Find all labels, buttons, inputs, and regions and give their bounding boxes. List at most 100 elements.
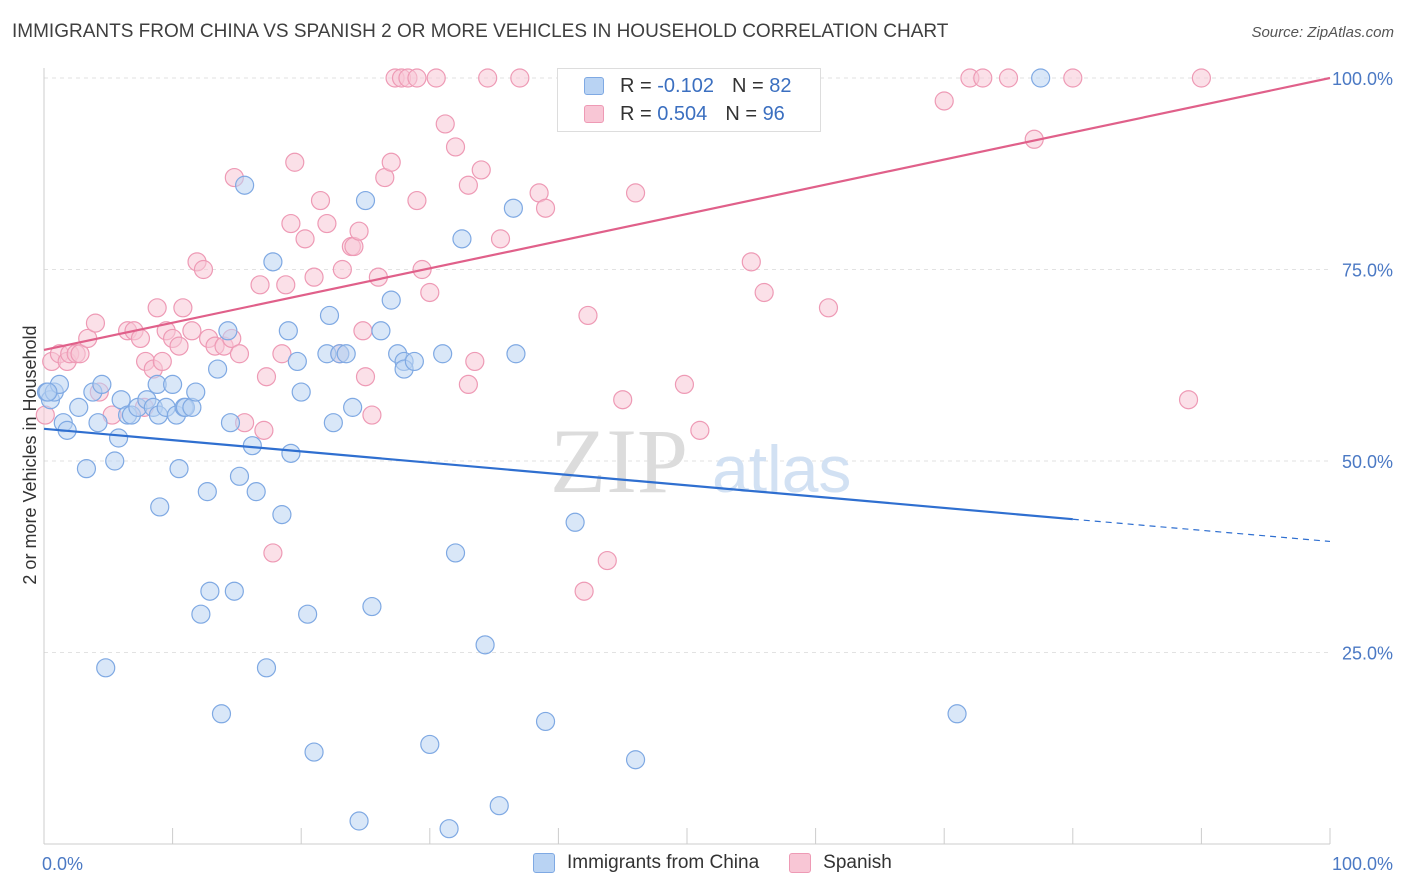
spanish-point (407, 68, 427, 88)
china-point (92, 374, 112, 394)
china-point (197, 482, 217, 502)
y-tick-label: 75.0% (1342, 261, 1393, 281)
china-point (287, 351, 307, 372)
spanish-point (478, 68, 498, 88)
y-tick-label: 25.0% (1342, 644, 1393, 664)
china-point (281, 443, 301, 463)
china-points (36, 68, 1051, 839)
spanish-point (426, 68, 446, 88)
chart-source: Source: ZipAtlas.com (1251, 24, 1394, 41)
china-point (381, 290, 401, 310)
china-point (263, 252, 283, 272)
legend-r-label: R = (620, 102, 652, 125)
chart-title: IMMIGRANTS FROM CHINA VS SPANISH 2 OR MO… (12, 21, 949, 42)
spanish-point (349, 221, 369, 241)
watermark-zip: ZIP (550, 410, 688, 512)
legend-n-label: N = (731, 74, 764, 97)
china-point (224, 581, 244, 601)
china-point (336, 344, 356, 364)
china-point (371, 321, 391, 341)
spanish-point (1063, 68, 1083, 88)
china-point (163, 374, 183, 394)
spanish-point (276, 275, 296, 295)
spanish-point (263, 543, 283, 563)
spanish-point (465, 351, 485, 372)
spanish-point (317, 213, 337, 234)
stats-legend: R = -0.102 N = 82 R = 0.504 N = 96 (557, 68, 821, 132)
x-tick-label: 100.0% (1332, 854, 1393, 874)
china-point (439, 819, 459, 839)
spanish-point (353, 321, 373, 341)
china-point (452, 229, 472, 249)
legend-n-value: 96 (762, 102, 785, 125)
spanish-point (85, 313, 106, 333)
spanish-point (147, 298, 167, 318)
china-point (349, 811, 369, 831)
china-point (88, 413, 108, 433)
china-point (445, 543, 466, 563)
china-point (96, 658, 116, 678)
china-point (947, 704, 967, 724)
spanish-point (285, 152, 305, 172)
spanish-point (998, 68, 1019, 88)
china-point (169, 459, 189, 479)
spanish-point (754, 282, 774, 303)
china-point (108, 428, 129, 448)
china-point (362, 596, 382, 617)
china-point (503, 198, 523, 218)
spanish-trend-line (43, 76, 1331, 352)
china-point (220, 413, 241, 433)
spanish-legend-swatch (789, 853, 812, 873)
y-tick-label: 50.0% (1342, 452, 1393, 472)
spanish-point (70, 344, 90, 364)
china-point (76, 459, 97, 479)
china-point (343, 397, 363, 417)
spanish-point (152, 351, 172, 372)
spanish-point (435, 114, 455, 134)
china-point (235, 175, 255, 195)
spanish-point (256, 367, 277, 387)
spanish-point (332, 259, 352, 280)
spanish-point (407, 190, 427, 211)
china-point (256, 658, 277, 678)
spanish-point (490, 229, 511, 249)
spanish-point (458, 175, 478, 195)
y-axis-label: 2 or more Vehicles in Household (20, 325, 40, 584)
china-point (105, 451, 125, 471)
spanish-point (510, 68, 530, 88)
spanish-point (182, 321, 202, 341)
china-point (218, 321, 238, 341)
china-point (186, 382, 206, 402)
spanish-points (35, 68, 1212, 601)
china-point (291, 382, 311, 402)
spanish-point (130, 328, 151, 349)
spanish-point (741, 252, 761, 272)
spanish-point (250, 275, 270, 295)
spanish-point (193, 259, 214, 280)
china-point (625, 750, 646, 770)
spanish-point (229, 344, 250, 364)
grid-layer (44, 77, 1330, 653)
spanish-point (597, 550, 617, 571)
tick-labels: 25.0% 50.0% 75.0% 100.0% 0.0% 100.0% (42, 69, 1393, 874)
spanish-point (973, 68, 993, 88)
china-point (506, 344, 526, 364)
china-point (420, 734, 440, 755)
watermark-atlas: atlas (712, 432, 851, 506)
china-trend-line (43, 427, 1073, 521)
legend-r-value: 0.504 (657, 102, 708, 125)
spanish-point (295, 229, 315, 249)
spanish-point (674, 374, 695, 394)
china-point (229, 466, 250, 486)
china-point (278, 321, 298, 341)
spanish-point (281, 213, 301, 234)
china-point (475, 635, 495, 655)
trend-lines (43, 76, 1331, 543)
legend-label-spanish: Spanish (823, 852, 892, 873)
spanish-point (1191, 68, 1212, 88)
spanish-point (1178, 390, 1199, 410)
spanish-point (818, 298, 839, 318)
x-tick-label: 0.0% (42, 854, 83, 874)
legend-item-china: Immigrants from China (533, 852, 759, 874)
